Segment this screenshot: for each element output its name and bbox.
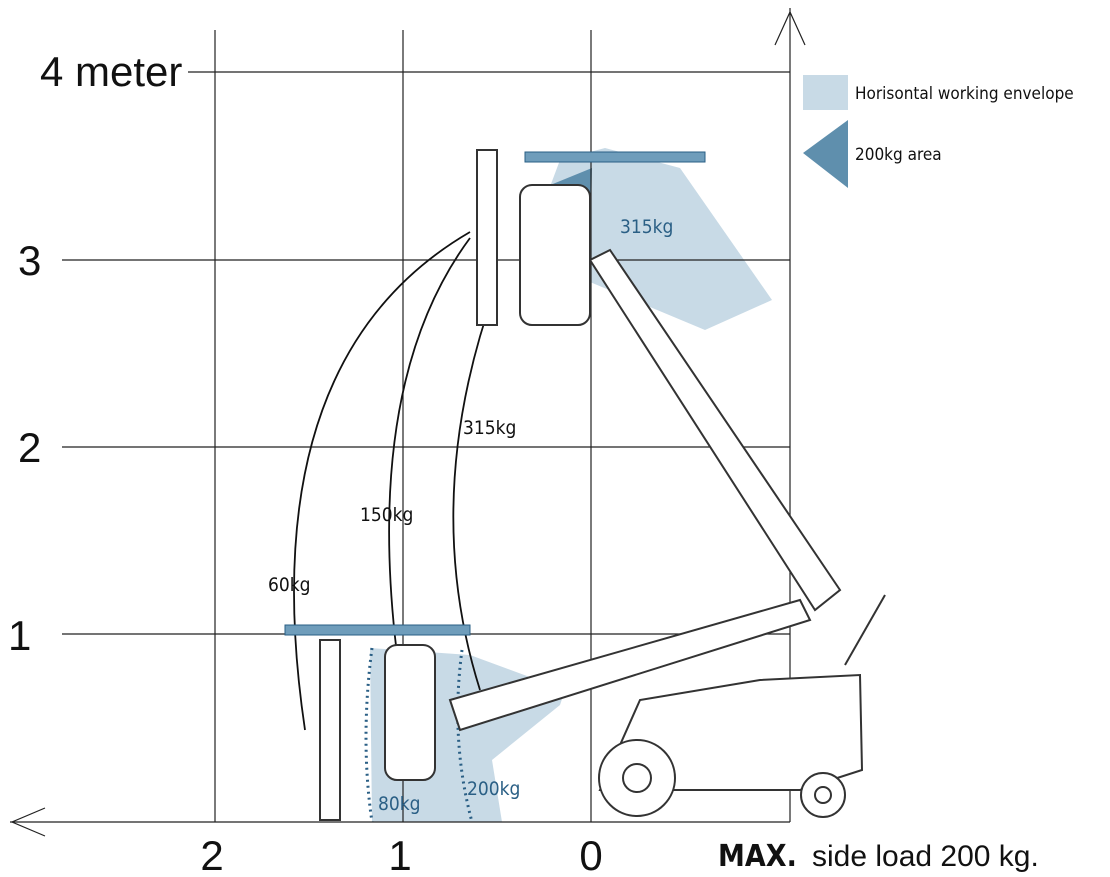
x-label: 0 (579, 832, 602, 877)
load-label: 315kg (463, 417, 516, 439)
legend-swatch (803, 120, 848, 188)
x-label: 2 (200, 832, 223, 877)
load-label: 80kg (378, 793, 421, 815)
legend-label: 200kg area (855, 145, 942, 165)
load-label: 150kg (360, 504, 413, 526)
y-label: 1 (8, 612, 31, 659)
y-label: 2 (18, 424, 41, 471)
machine (284, 149, 886, 821)
load-label: 315kg (620, 216, 673, 238)
legend-swatch (803, 75, 848, 110)
footer-text: side load 200 kg. (812, 840, 1039, 873)
load-label: 60kg (268, 574, 311, 596)
y-label: 4 meter (40, 48, 182, 95)
footer-bold: MAX. (718, 839, 797, 874)
x-label: 1 (388, 832, 411, 877)
load-label: 200kg (467, 778, 520, 800)
upper-envelope (545, 148, 772, 330)
y-label: 3 (18, 237, 41, 284)
legend-label: Horisontal working envelope (855, 84, 1074, 104)
